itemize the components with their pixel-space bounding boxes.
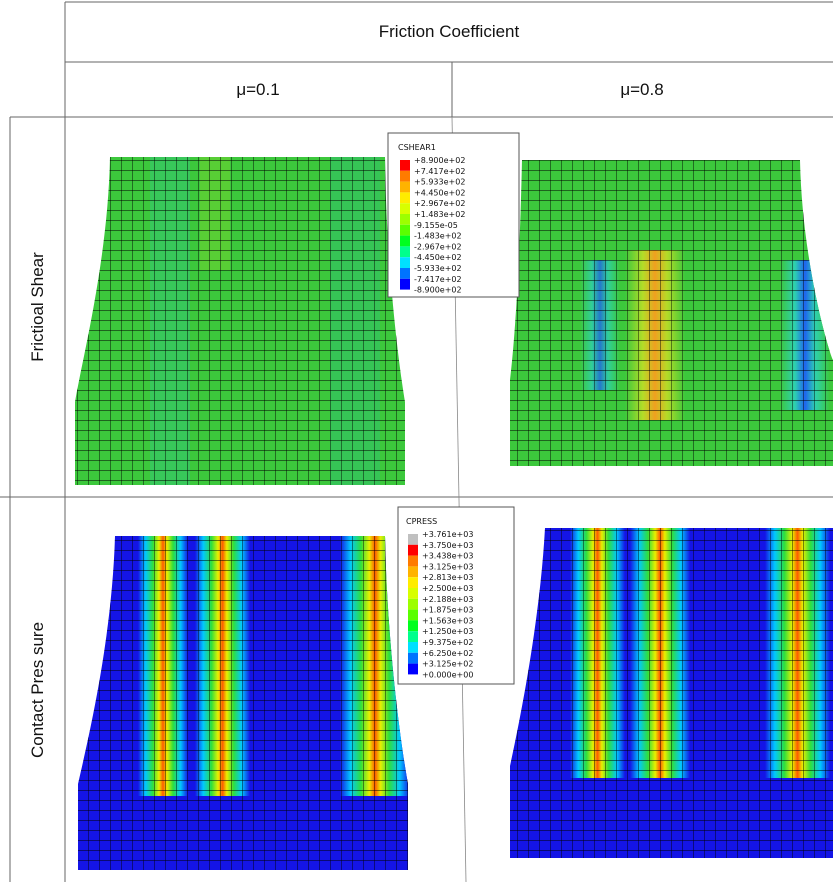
legend-value: +1.250e+03 bbox=[422, 627, 473, 636]
legend-title: CSHEAR1 bbox=[398, 143, 436, 152]
legend-value: -4.450e+02 bbox=[414, 253, 462, 262]
legend-swatch bbox=[400, 203, 410, 214]
legend-value: +3.125e+03 bbox=[422, 562, 473, 571]
legend-value: +3.750e+03 bbox=[422, 541, 473, 550]
legend-value: +3.438e+03 bbox=[422, 552, 473, 561]
legend-value: +9.375e+02 bbox=[422, 638, 473, 647]
contour-plot bbox=[510, 528, 833, 858]
contour-plot bbox=[510, 160, 833, 466]
legend-swatch bbox=[400, 192, 410, 204]
legend-swatch bbox=[400, 224, 410, 236]
legend-swatch bbox=[408, 663, 418, 675]
legend-value: +2.967e+02 bbox=[414, 199, 465, 208]
column-label: μ=0.8 bbox=[620, 80, 663, 99]
legend-swatch bbox=[408, 642, 418, 653]
legend-swatch bbox=[408, 544, 418, 556]
row-label: Frictioal Shear bbox=[28, 252, 47, 362]
legend: CPRESS +3.761e+03+3.750e+03+3.438e+03+3.… bbox=[397, 506, 515, 685]
legend-swatch bbox=[408, 631, 418, 642]
legend-value: +3.761e+03 bbox=[422, 530, 473, 539]
header-title: Friction Coefficient bbox=[379, 22, 520, 41]
legend-value: -8.900e+02 bbox=[414, 286, 462, 295]
legend-value: +4.450e+02 bbox=[414, 188, 465, 197]
contour-plot bbox=[75, 157, 405, 485]
legend-value: -1.483e+02 bbox=[414, 232, 462, 241]
legend-value: +0.000e+00 bbox=[422, 670, 473, 679]
legend-swatch bbox=[408, 620, 418, 632]
legend-swatch bbox=[400, 160, 410, 171]
legend: CSHEAR1 +8.900e+02 +7.417e+02 +5.933e+02+4… bbox=[387, 132, 520, 298]
legend-swatch bbox=[408, 577, 418, 588]
legend-value: -7.417e+02 bbox=[414, 275, 462, 284]
legend-value: +1.875e+03 bbox=[422, 606, 473, 615]
legend-value: -2.967e+02 bbox=[414, 242, 462, 251]
legend-value: +2.188e+03 bbox=[422, 595, 473, 604]
legend-value: +2.813e+03 bbox=[422, 573, 473, 582]
legend-swatch bbox=[400, 246, 410, 258]
legend-value: +1.563e+03 bbox=[422, 616, 473, 625]
legend-swatch bbox=[408, 609, 418, 621]
legend-value: +2.500e+03 bbox=[422, 584, 473, 593]
legend-swatch bbox=[400, 257, 410, 268]
legend-value: +7.417e+02 bbox=[414, 167, 465, 176]
legend-title: CPRESS bbox=[406, 517, 437, 526]
contour-plot bbox=[78, 536, 408, 870]
legend-value: +5.933e+02 bbox=[414, 178, 465, 187]
legend-value: +3.125e+02 bbox=[422, 660, 473, 669]
legend-value: -9.155e-05 bbox=[414, 221, 458, 230]
legend-swatch bbox=[400, 278, 410, 290]
legend-swatch bbox=[408, 555, 418, 567]
legend-swatch bbox=[408, 598, 418, 610]
legend-value: +8.900e+02 bbox=[414, 156, 465, 165]
legend-swatch bbox=[400, 170, 410, 182]
column-label: μ=0.1 bbox=[236, 80, 279, 99]
legend-swatch bbox=[400, 235, 410, 247]
legend-swatch bbox=[408, 652, 418, 664]
legend-value: +1.483e+02 bbox=[414, 210, 465, 219]
legend-swatch bbox=[400, 268, 410, 279]
legend-value: -5.933e+02 bbox=[414, 264, 462, 273]
legend-swatch bbox=[408, 534, 418, 545]
legend-swatch bbox=[400, 181, 410, 193]
legend-value: +6.250e+02 bbox=[422, 649, 473, 658]
row-label: Contact Pres sure bbox=[28, 622, 47, 758]
legend-swatch bbox=[408, 566, 418, 578]
legend-swatch bbox=[408, 588, 418, 599]
legend-swatch bbox=[400, 214, 410, 225]
